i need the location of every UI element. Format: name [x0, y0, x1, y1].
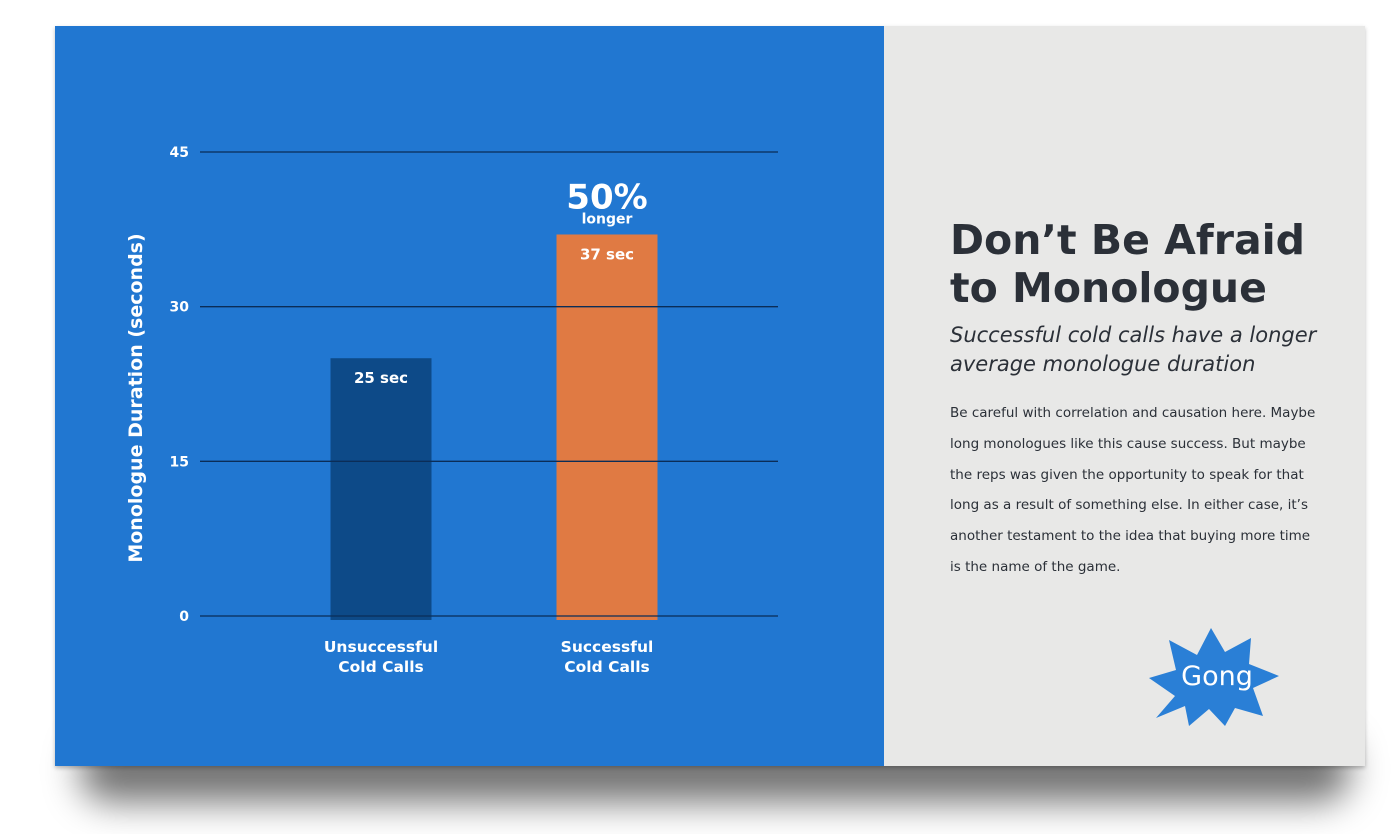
slide: 0 15 30 45 25 sec 37 sec Unsuccessful Cold Call…	[55, 26, 1365, 766]
category-label-0-line-0: Unsuccessful	[324, 638, 438, 656]
bar-chart: 0 15 30 45 25 sec 37 sec Unsuccessful Cold Call…	[125, 145, 778, 676]
slide-subtitle-line-2: average monologue duration	[950, 352, 1256, 376]
category-label-0-line-1: Cold Calls	[338, 658, 424, 676]
text-panel: Don’t Be Afraid to Monologue Successful …	[884, 26, 1365, 766]
annotation-percent: 50%	[566, 177, 647, 217]
y-tick-label-2: 30	[170, 300, 190, 316]
bar-value-label-1: 37 sec	[580, 245, 634, 263]
slide-title-line-1: Don’t Be Afraid	[950, 216, 1306, 264]
starburst-badge-icon: Gong	[1149, 628, 1279, 726]
y-tick-label-1: 15	[170, 454, 189, 470]
body-text: Be careful with correlation and causatio…	[950, 405, 1316, 575]
annotation-longer: longer	[582, 211, 633, 227]
slide-title: Don’t Be Afraid to Monologue	[950, 216, 1305, 312]
bar-value-label-0: 25 sec	[354, 369, 408, 387]
gong-logo-text: Gong	[1181, 661, 1253, 692]
y-tick-label-3: 45	[170, 145, 189, 161]
bar-0	[330, 358, 432, 620]
bar-1	[556, 234, 658, 620]
slide-title-line-2: to Monologue	[950, 264, 1267, 312]
y-axis-label: Monologue Duration (seconds)	[125, 233, 147, 562]
category-label-1-line-1: Cold Calls	[564, 658, 650, 676]
slide-subtitle-line-1: Successful cold calls have a longer	[950, 323, 1317, 347]
category-label-1-line-0: Successful	[561, 638, 654, 656]
chart-panel: 0 15 30 45 25 sec 37 sec Unsuccessful Cold Call…	[55, 26, 884, 766]
slide-subtitle: Successful cold calls have a longer aver…	[950, 321, 1350, 379]
y-tick-label-0: 0	[179, 609, 189, 625]
